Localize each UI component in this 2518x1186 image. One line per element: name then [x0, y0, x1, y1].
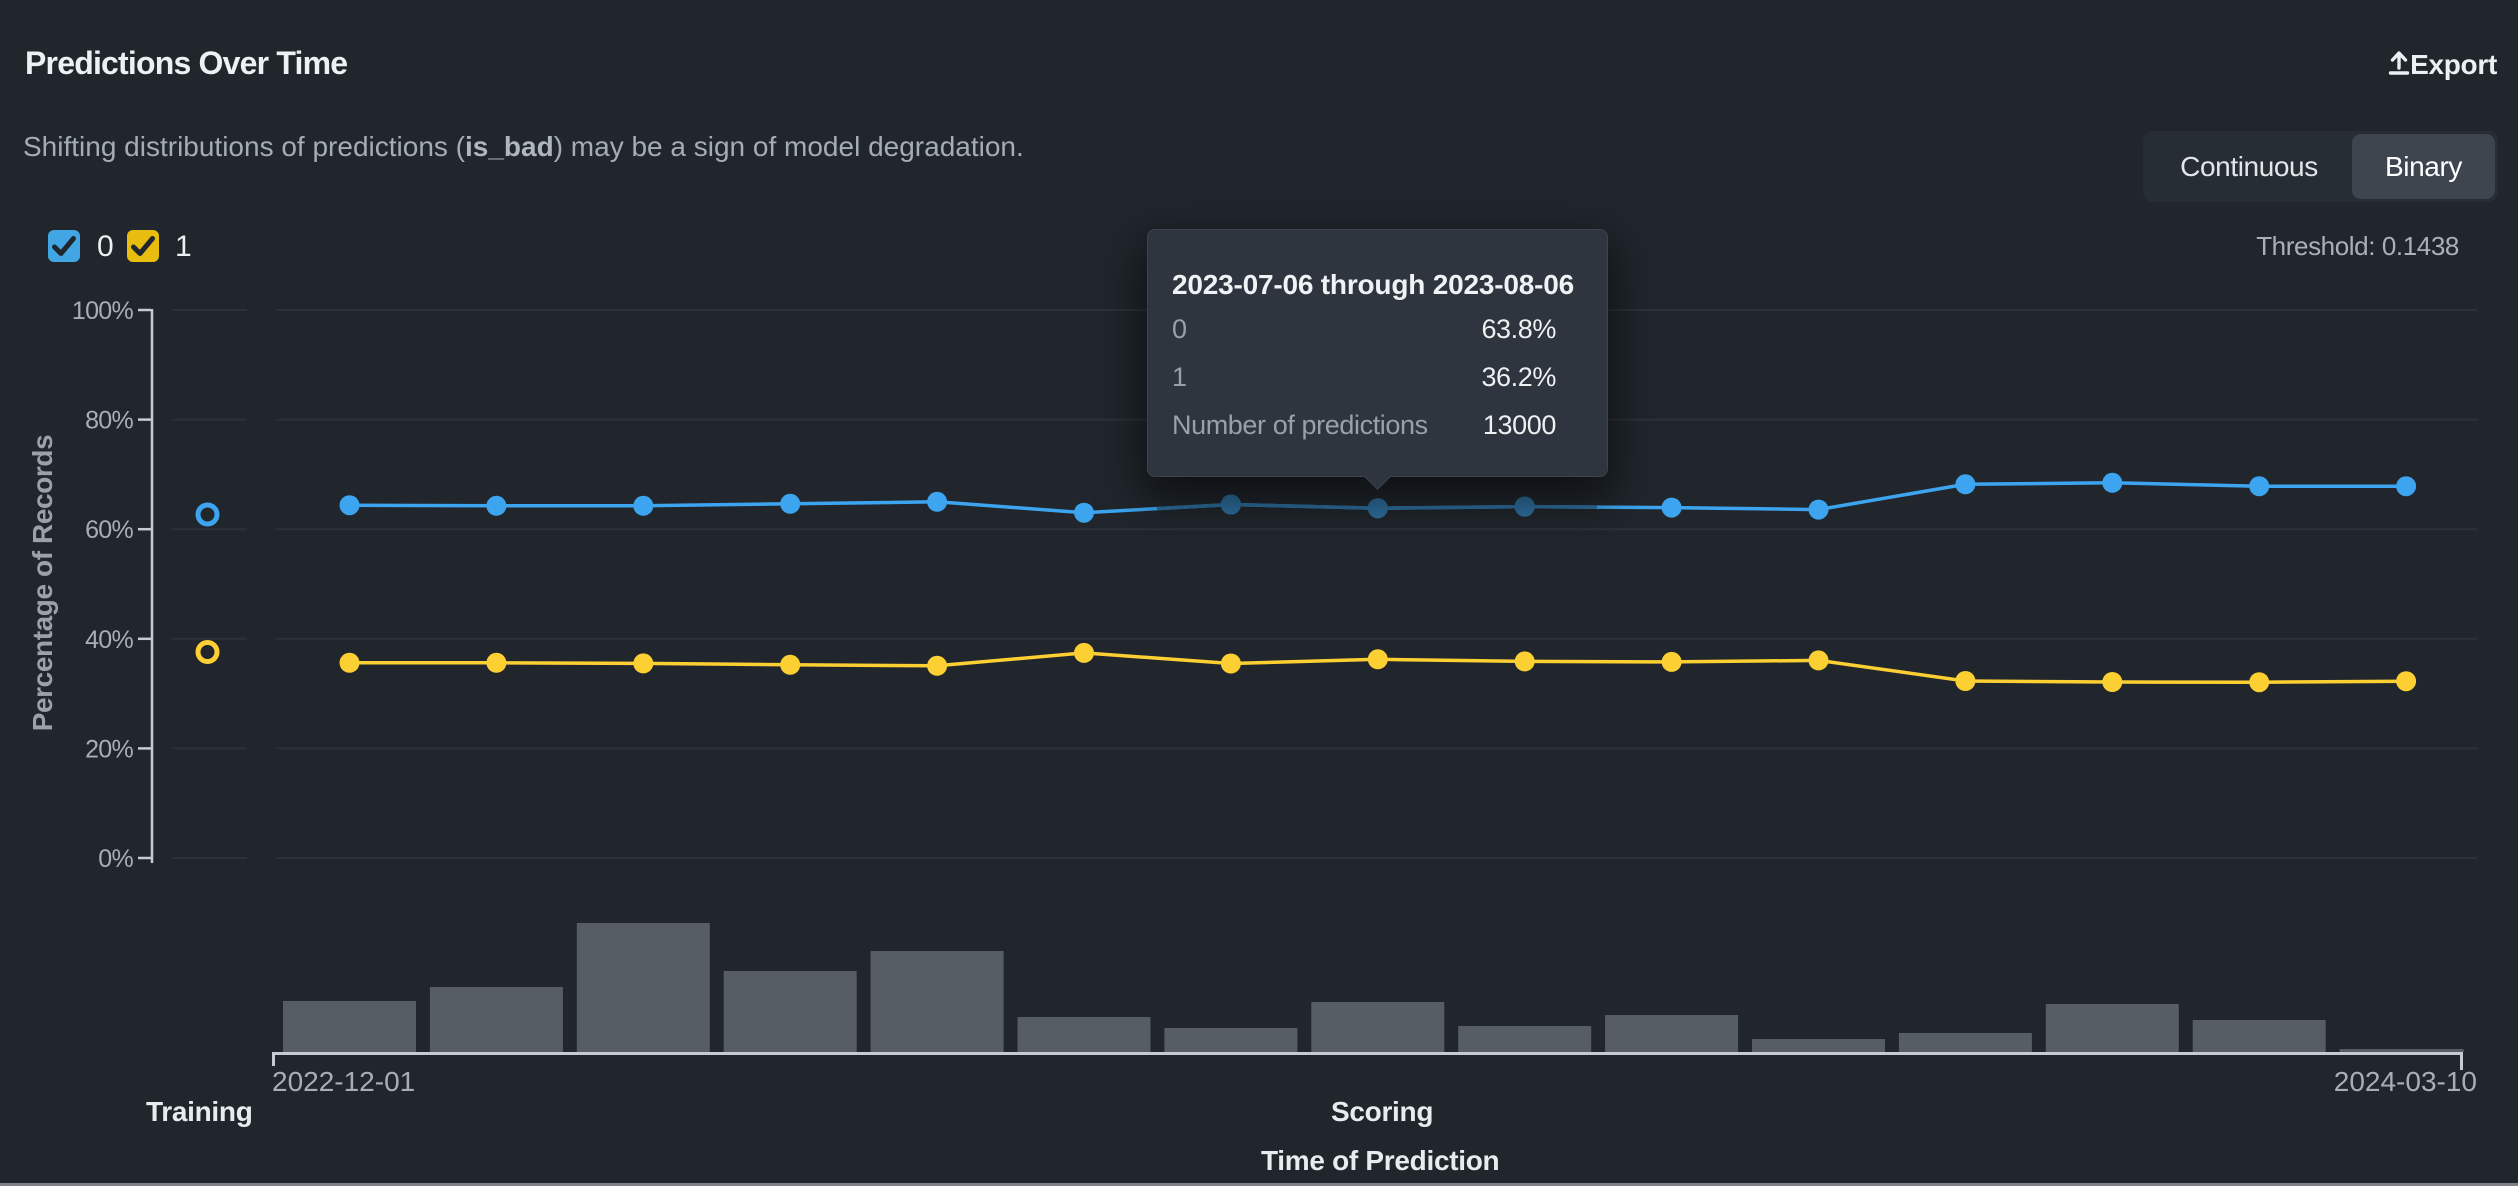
svg-text:2022-12-01: 2022-12-01	[272, 1066, 415, 1097]
svg-text:60%: 60%	[85, 516, 133, 544]
svg-text:2024-03-10: 2024-03-10	[2334, 1066, 2477, 1097]
svg-text:0%: 0%	[98, 845, 133, 873]
svg-text:20%: 20%	[85, 735, 133, 763]
svg-text:100%: 100%	[72, 297, 134, 325]
svg-text:80%: 80%	[85, 407, 133, 435]
svg-text:40%: 40%	[85, 626, 133, 654]
